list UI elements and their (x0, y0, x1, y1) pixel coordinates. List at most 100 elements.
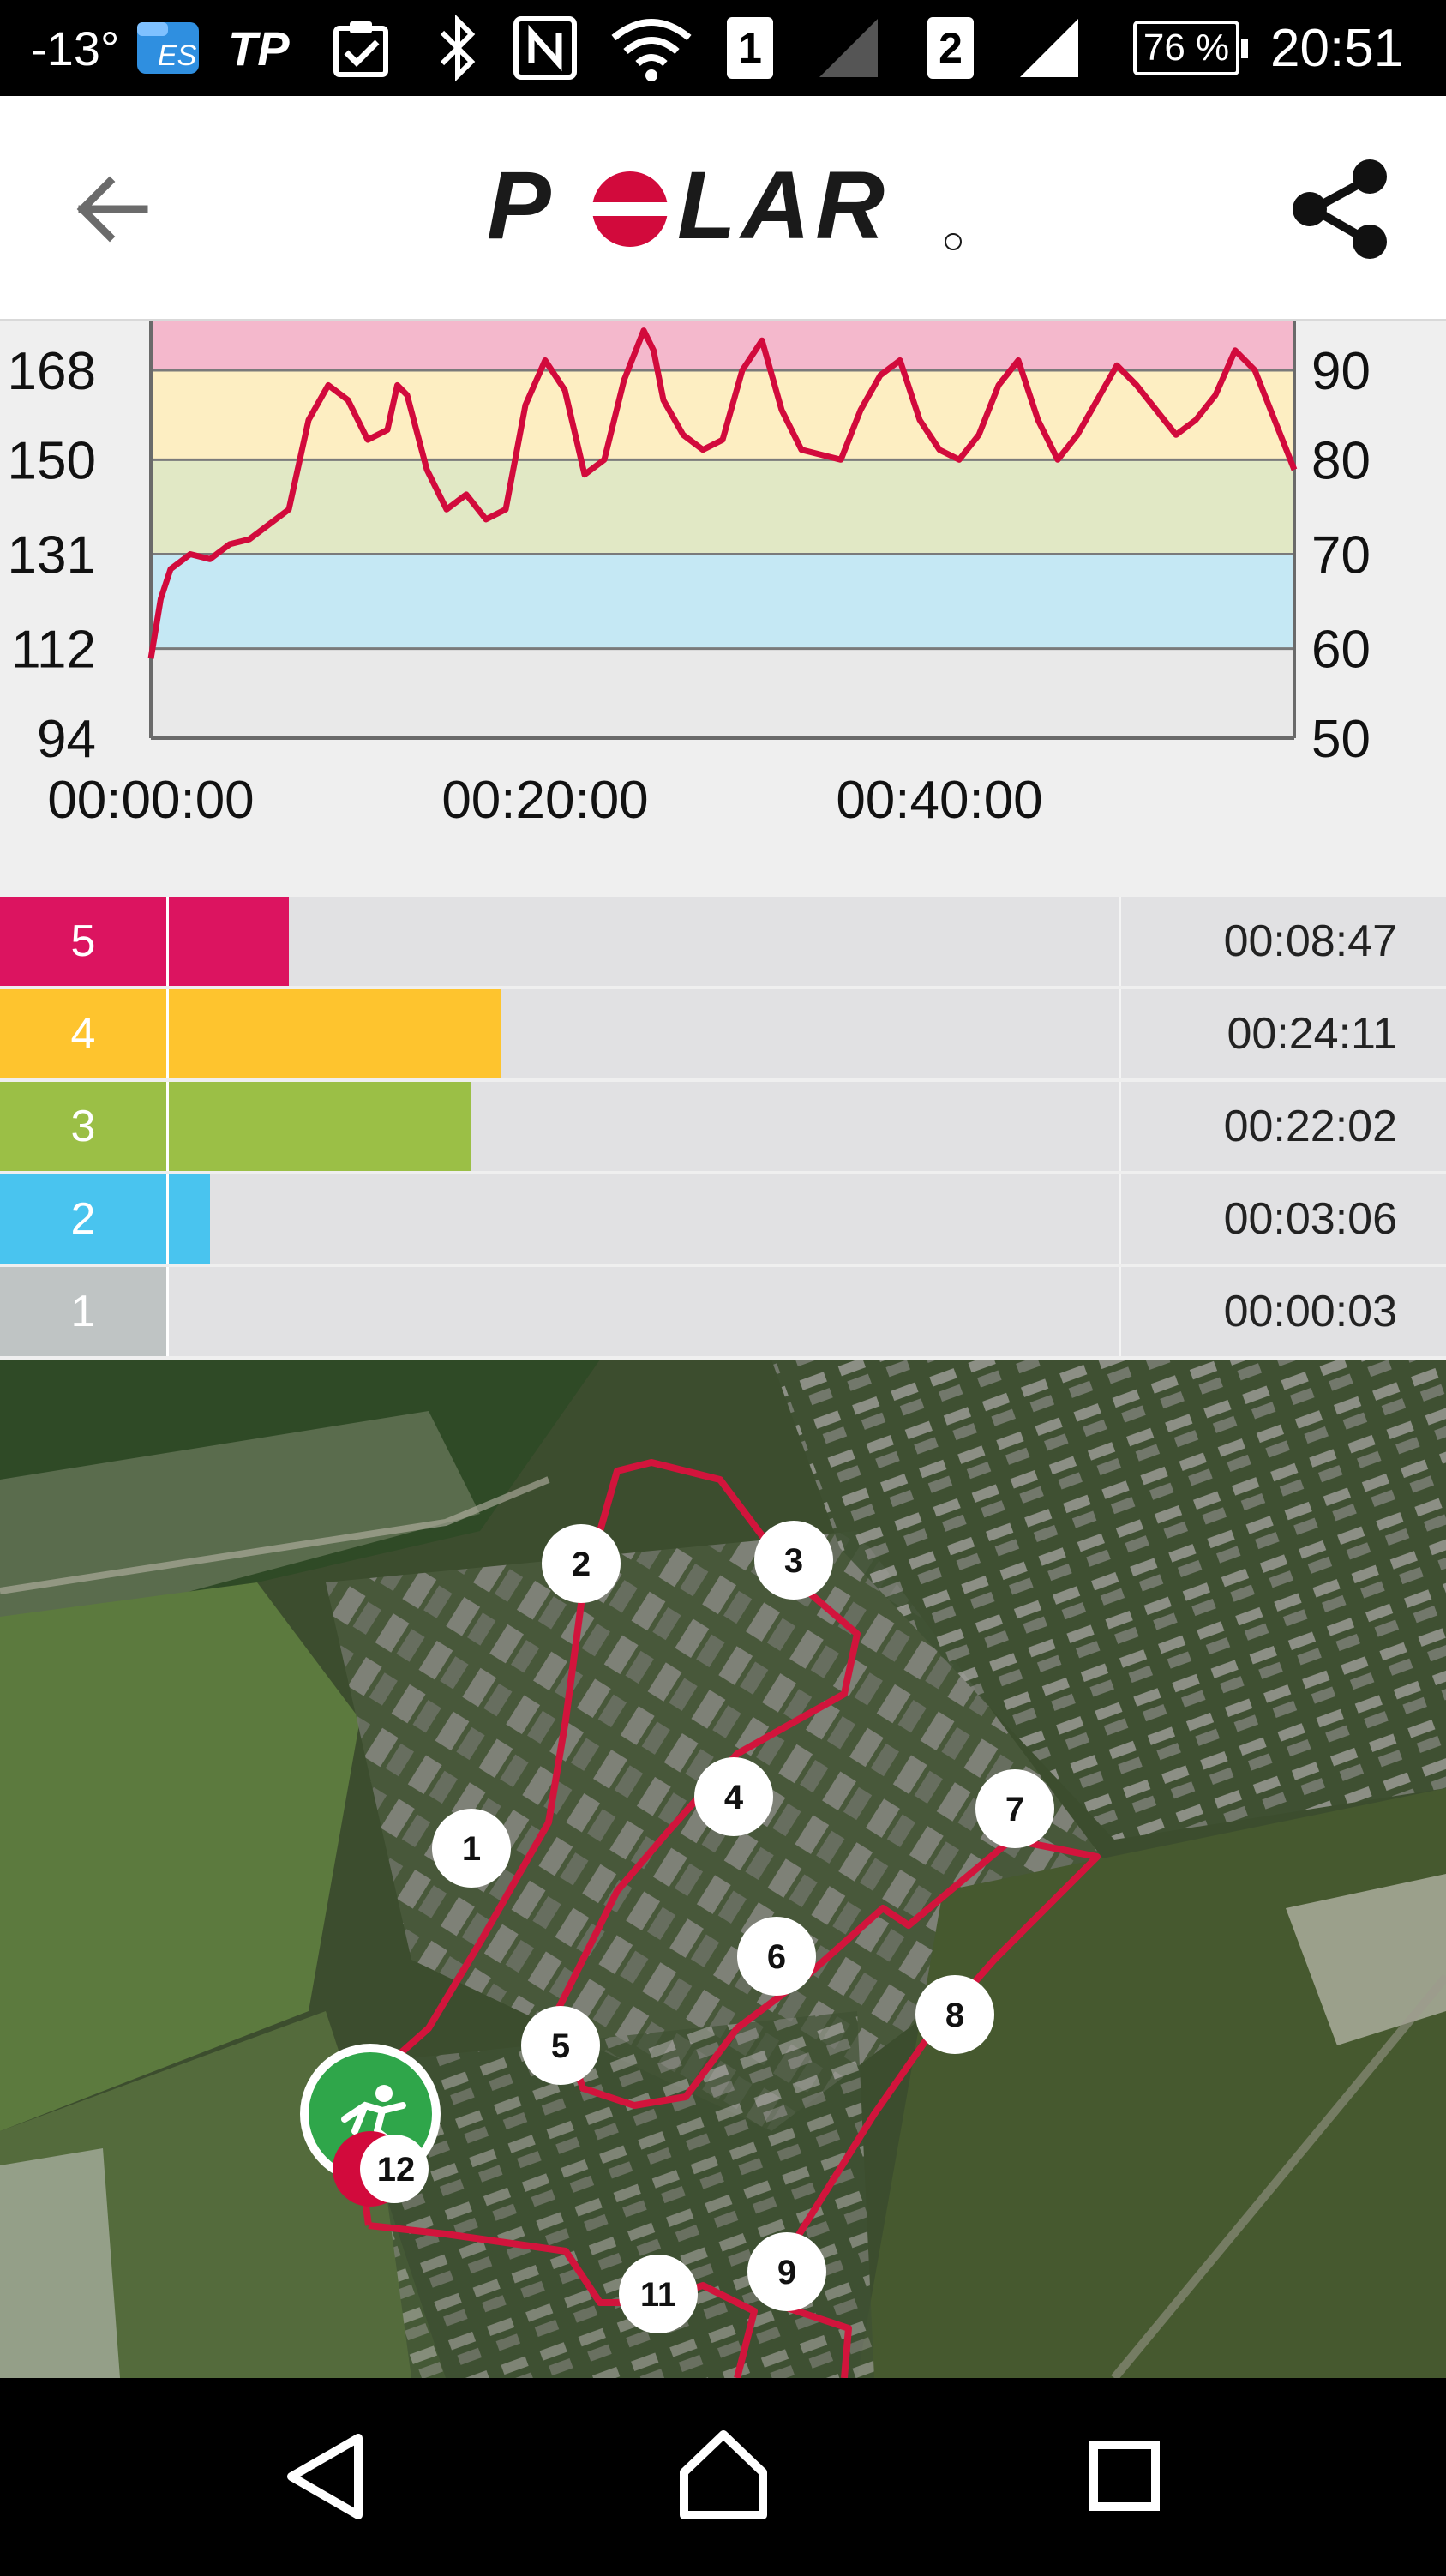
y-left-tick: 131 (8, 525, 96, 585)
file-manager-icon: ES (134, 0, 202, 96)
arrow-left-icon (76, 176, 148, 243)
nav-home-button[interactable] (638, 2378, 809, 2572)
zone-band-1 (151, 648, 1294, 738)
marker-label: 5 (551, 2027, 570, 2065)
nav-back-button[interactable] (237, 2378, 408, 2572)
temperature-text: -13° (31, 21, 120, 75)
zone-time: 00:08:47 (1223, 916, 1397, 966)
marker-circle (619, 2255, 698, 2333)
zone-band-4 (151, 369, 1294, 460)
marker-circle (521, 2006, 600, 2085)
share-icon (1293, 159, 1387, 259)
lap-marker-6[interactable]: 6 (737, 1917, 816, 1996)
zone-number: 5 (0, 897, 166, 986)
route-map[interactable]: 1 2 3 4 5 6 7 8 9 11 12 (0, 1360, 1446, 2378)
lap-marker-4[interactable]: 4 (694, 1757, 773, 1836)
navigation-bar (0, 2378, 1446, 2572)
app-bar: P LAR (0, 96, 1446, 321)
svg-text:ES: ES (158, 39, 197, 72)
marker-label: 6 (767, 1938, 786, 1976)
zone-band-5 (151, 321, 1294, 370)
zone-separator (1119, 1082, 1121, 1171)
marker-circle (432, 1809, 511, 1888)
lap-marker-11[interactable]: 11 (619, 2255, 698, 2333)
battery-indicator: 76 % (1133, 21, 1248, 75)
y-right-tick: 90 (1311, 342, 1371, 401)
marker-circle (975, 1769, 1054, 1848)
zone-band-2 (151, 554, 1294, 649)
zone-summary: 5 00:08:47 4 00:24:11 3 00:22:02 2 00:03:06 1 00:… (0, 897, 1446, 1360)
zone-separator (1119, 1174, 1121, 1264)
y-right-tick: 70 (1311, 525, 1371, 585)
signal1-icon (814, 0, 883, 96)
zone-number: 1 (0, 1267, 166, 1356)
zone-row-4: 4 00:24:11 (0, 989, 1446, 1078)
zone-time: 00:00:03 (1223, 1287, 1397, 1336)
marker-circle (754, 1521, 833, 1600)
zone-time: 00:22:02 (1223, 1102, 1397, 1151)
nav-recents-button[interactable] (1039, 2378, 1210, 2572)
marker-label: 2 (572, 1546, 591, 1583)
marker-circle (747, 2232, 826, 2311)
marker-label: 1 (462, 1830, 481, 1868)
zone-row-2: 2 00:03:06 (0, 1174, 1446, 1264)
y-right-tick: 50 (1311, 710, 1371, 769)
y-left-tick: 150 (8, 431, 96, 490)
zone-row-3: 3 00:22:02 (0, 1082, 1446, 1171)
marker-circle (737, 1917, 816, 1996)
zone-separator (1119, 897, 1121, 986)
signal2-icon (1015, 0, 1083, 96)
lap-marker-9[interactable]: 9 (747, 2232, 826, 2311)
lap-marker-1[interactable]: 1 (432, 1809, 511, 1888)
zone-bar (168, 897, 289, 986)
zone-time: 00:24:11 (1227, 1009, 1397, 1059)
y-left-tick: 112 (11, 621, 96, 680)
logo-text: P (487, 159, 556, 259)
clock-time: 20:51 (1270, 18, 1404, 78)
lap-marker-3[interactable]: 3 (754, 1521, 833, 1600)
zone-divider (166, 989, 169, 1078)
marker-12: 12 (377, 2151, 416, 2189)
x-tick: 00:20:00 (441, 771, 648, 830)
zone-divider (166, 1174, 169, 1264)
wifi-icon (609, 0, 694, 96)
tp-label: TP (228, 21, 290, 75)
y-right-tick: 60 (1311, 621, 1371, 680)
marker-circle (542, 1524, 621, 1603)
zone-number: 4 (0, 989, 166, 1078)
marker-label: 3 (784, 1542, 803, 1580)
zone-time: 00:03:06 (1223, 1194, 1397, 1244)
zone-divider (166, 897, 169, 986)
svg-text:LAR: LAR (677, 159, 890, 259)
back-button[interactable] (62, 158, 165, 261)
share-button[interactable] (1286, 153, 1397, 264)
zone-row-5: 5 00:08:47 (0, 897, 1446, 986)
nfc-icon (511, 0, 579, 96)
zone-divider (166, 1267, 169, 1356)
zone-number: 2 (0, 1174, 166, 1264)
marker-label: 11 (640, 2276, 676, 2314)
lap-marker-7[interactable]: 7 (975, 1769, 1054, 1848)
zone-row-1: 1 00:00:03 (0, 1267, 1446, 1356)
zone-band-3 (151, 459, 1294, 555)
marker-label: 7 (1005, 1791, 1024, 1828)
sim2-badge: 2 (927, 17, 974, 79)
polar-logo: P LAR (480, 152, 977, 262)
zone-bar (168, 1174, 210, 1264)
marker-circle (694, 1757, 773, 1836)
lap-marker-8[interactable]: 8 (915, 1975, 994, 2054)
start-marker[interactable]: 12 (300, 2044, 441, 2207)
x-tick: 00:00:00 (47, 771, 254, 830)
triangle-back-icon (287, 2434, 363, 2519)
lap-marker-2[interactable]: 2 (542, 1524, 621, 1603)
sim1-badge: 1 (727, 17, 773, 79)
square-recents-icon (1089, 2441, 1160, 2511)
y-left-tick: 168 (8, 342, 96, 401)
y-left-tick: 94 (37, 710, 96, 769)
zone-bar (168, 1082, 471, 1171)
zone-bar (168, 989, 501, 1078)
heart-rate-line (147, 327, 1298, 659)
y-right-tick: 80 (1311, 431, 1371, 490)
lap-marker-5[interactable]: 5 (521, 2006, 600, 2085)
marker-label: 8 (945, 1997, 964, 2034)
